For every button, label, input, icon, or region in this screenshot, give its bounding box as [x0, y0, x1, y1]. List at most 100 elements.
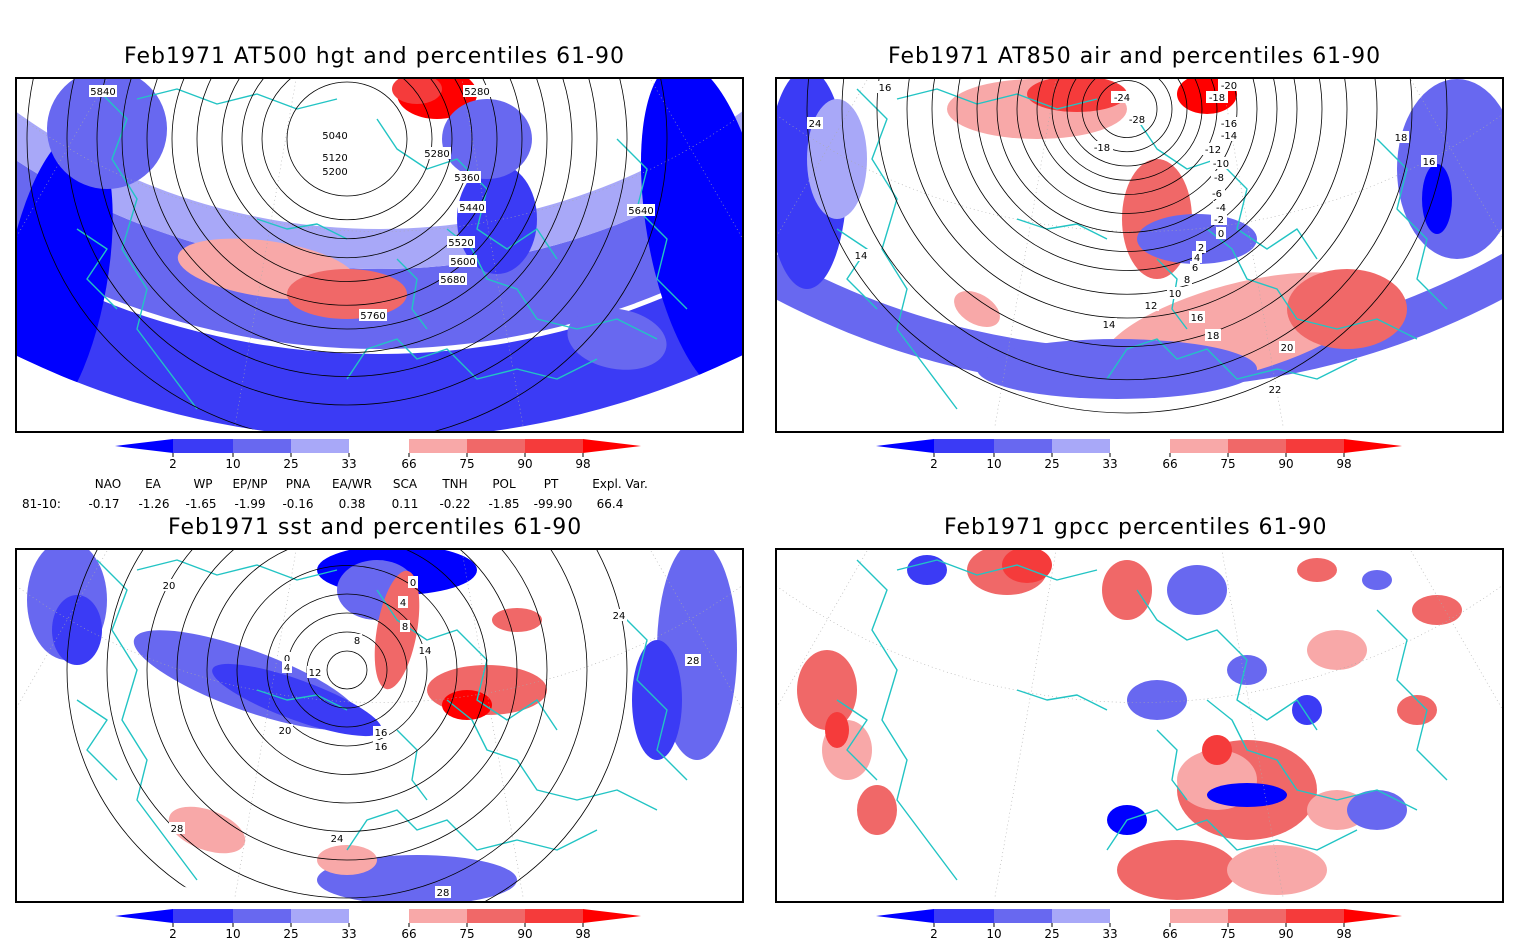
- contour-label: 5280: [464, 87, 489, 98]
- contour-label-box: [1216, 227, 1226, 239]
- anomaly-region: [1422, 164, 1452, 234]
- contour-label: 4: [1194, 253, 1200, 264]
- coastline: [1376, 138, 1448, 310]
- contour-label-box: [1267, 383, 1283, 395]
- coastline: [346, 809, 598, 851]
- colorbar-segment: [525, 439, 583, 453]
- contour-label-box: [1202, 143, 1224, 155]
- index-header: PNA: [285, 477, 311, 491]
- anomaly-region: [17, 131, 113, 427]
- colorbar-segment: [349, 909, 409, 923]
- contour-label: 20: [279, 726, 292, 737]
- contour-label-box: [1211, 213, 1227, 225]
- anomaly-region: [1127, 680, 1187, 720]
- contour-label-box: [169, 822, 185, 834]
- index-header: EA: [145, 477, 161, 491]
- contour-label: 5840: [90, 87, 115, 98]
- colorbar-segment: [1170, 909, 1228, 923]
- index-value: -1.99: [234, 497, 266, 511]
- contour-line: [176, 550, 518, 832]
- colorbar-arrow-high: [1344, 909, 1402, 923]
- contour-label-box: [439, 273, 467, 285]
- contour-label: 28: [171, 824, 184, 835]
- coastline: [616, 609, 688, 781]
- anomaly-region: [168, 806, 246, 854]
- colorbar-segment: [233, 909, 291, 923]
- contour-line: [106, 550, 588, 899]
- contour-label-box: [1189, 311, 1205, 323]
- index-header: EP/NP: [232, 477, 268, 491]
- contour-line: [931, 79, 1323, 295]
- index-header: NAO: [94, 477, 122, 491]
- panel-title-tl: Feb1971 AT500 hgt and percentiles 61-90: [124, 44, 626, 69]
- coastline: [1136, 589, 1318, 731]
- colorbar-segment: [994, 909, 1052, 923]
- colorbar-segment: [1170, 439, 1228, 453]
- index-value: -0.22: [439, 497, 471, 511]
- colorbar-arrow-low: [876, 909, 934, 923]
- anomaly-region: [52, 595, 102, 665]
- contour-label-box: [877, 81, 893, 93]
- contour-label-box: [1209, 187, 1225, 199]
- map-panel-tl: 5840 5280 5040 5120 5200 5280 5360 5440 5520 5600…: [15, 77, 744, 433]
- anomaly-region: [1227, 845, 1327, 895]
- contour-label: 5520: [448, 238, 473, 249]
- contour-label: 16: [879, 83, 892, 94]
- colorbar-label: 10: [225, 457, 240, 471]
- contour-label-box: [161, 579, 177, 591]
- contour-label-box: [1210, 157, 1232, 169]
- coastline: [1016, 218, 1108, 240]
- contour-line: [236, 565, 458, 775]
- index-value: 0.38: [338, 497, 366, 511]
- contour-line: [806, 79, 1448, 414]
- contour-line: [1036, 79, 1218, 195]
- anomaly-region: [457, 164, 537, 274]
- coastline: [856, 559, 958, 881]
- coastline: [896, 88, 1098, 110]
- contour-label-box: [1211, 171, 1227, 183]
- panel-title-br: Feb1971 gpcc percentiles 61-90: [944, 515, 1328, 540]
- coastline: [1106, 338, 1358, 380]
- anomaly-region: [1117, 840, 1237, 900]
- contour-label-box: [447, 236, 475, 248]
- anomaly-region: [954, 290, 1000, 328]
- index-value: -1.85: [488, 497, 520, 511]
- contour-line: [906, 79, 1348, 319]
- anomaly-region: [212, 663, 382, 737]
- index-header: TNH: [442, 477, 468, 491]
- anomaly-region: [1362, 570, 1392, 590]
- contour-label-box: [1101, 318, 1117, 330]
- colorbar-segment: [173, 439, 233, 453]
- colorbar-label: 75: [459, 457, 474, 471]
- colorbar-label: 25: [1044, 457, 1059, 471]
- colorbar-segment: [1286, 439, 1344, 453]
- anomaly-region: [640, 79, 742, 397]
- contour-label: -10: [1213, 159, 1229, 170]
- contour-label: 28: [437, 888, 450, 899]
- colorbar-segment: [934, 439, 994, 453]
- colorbar-label: 90: [1278, 927, 1293, 941]
- coastline: [616, 138, 688, 310]
- contour-line: [1081, 79, 1173, 153]
- contour-label: 24: [809, 119, 822, 130]
- colorbar-label: 2: [930, 457, 938, 471]
- contour-label-box: [89, 85, 117, 97]
- contour-label: 6: [1192, 263, 1198, 274]
- coastline: [836, 699, 878, 781]
- contour-label-box: [1111, 91, 1133, 103]
- index-value: 66.4: [596, 497, 624, 511]
- contour-label: -24: [1114, 93, 1130, 104]
- contour-label: -20: [1221, 81, 1237, 92]
- contour-line: [171, 79, 523, 306]
- contour-label: -16: [1221, 119, 1237, 130]
- colorbar-label: 90: [1278, 457, 1293, 471]
- contour-label-box: [1192, 251, 1202, 263]
- colorbar-segment: [934, 909, 994, 923]
- coastline: [836, 228, 878, 310]
- map-tr: 16-24-20-18-16-14-12-10-8-6-4-2024681012…: [777, 79, 1502, 431]
- contour-label: 5440: [459, 203, 484, 214]
- coastline: [346, 338, 598, 380]
- colorbar-segment: [467, 439, 525, 453]
- contour-label-box: [463, 85, 491, 97]
- contour-label-box: [1213, 201, 1229, 213]
